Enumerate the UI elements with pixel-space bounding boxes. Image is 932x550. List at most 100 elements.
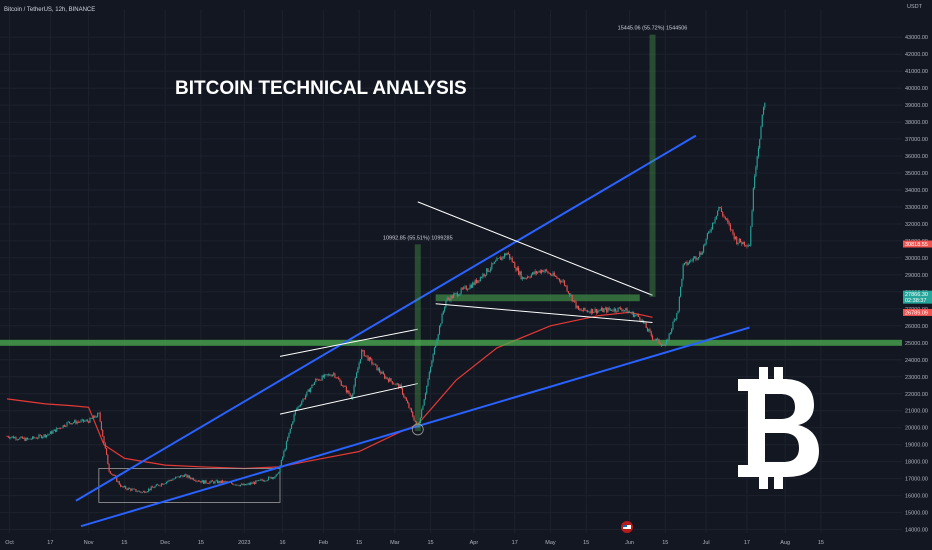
white-trendline: [435, 303, 653, 323]
candle-body: [137, 490, 139, 492]
candle-body: [722, 211, 724, 216]
time-axis[interactable]: Oct 17 Nov 15 Dec 15 2023 16 Feb 15 Mar 15 Apr 17 May 1…: [0, 540, 824, 546]
x-tick-label: Jun: [625, 540, 634, 546]
candle-body: [102, 429, 104, 437]
candle-body: [216, 480, 219, 484]
candle-body: [325, 374, 327, 375]
candle-body: [191, 477, 193, 479]
candle-body: [488, 270, 490, 272]
candle-body: [162, 483, 164, 485]
candle-body: [444, 307, 446, 312]
candle-body: [382, 371, 384, 375]
candle-body: [307, 389, 309, 392]
candle-body: [178, 476, 180, 478]
candle-body: [326, 374, 328, 375]
candle-body: [77, 421, 80, 423]
candle-body: [246, 484, 248, 486]
x-tick-label: May: [545, 540, 556, 546]
candle-body: [516, 267, 518, 271]
candle-body: [710, 229, 712, 232]
candle-body: [344, 385, 346, 387]
candle-body: [24, 437, 26, 441]
candle-body: [607, 307, 609, 313]
candle-body: [453, 294, 455, 298]
candle-body: [247, 483, 249, 485]
candle-body: [10, 437, 12, 439]
candle-body: [615, 308, 617, 312]
candle-body: [211, 480, 213, 482]
candle-body: [255, 480, 257, 484]
candle-body: [208, 483, 210, 484]
candle-body: [602, 307, 604, 312]
candle-body: [650, 331, 652, 336]
candle-body: [317, 379, 319, 381]
candle-body: [604, 308, 606, 310]
candle-body: [251, 482, 253, 484]
y-tick-label: 35000.00: [905, 171, 928, 177]
candle-body: [313, 382, 316, 385]
candle-body: [504, 253, 506, 258]
candle-body: [556, 276, 558, 279]
candle-body: [381, 371, 383, 374]
candle-body: [759, 139, 761, 149]
candle-body: [219, 481, 221, 483]
candle-body: [691, 260, 693, 262]
y-tick-label: 38000.00: [905, 120, 928, 126]
blue-trendline: [75, 134, 697, 502]
candle-body: [421, 409, 423, 418]
y-tick-label: 25000.00: [905, 341, 928, 347]
candle-body: [305, 395, 307, 399]
candle-body: [750, 226, 752, 246]
candle-body: [455, 292, 457, 294]
resistance-box: [435, 294, 640, 302]
candle-body: [401, 388, 404, 395]
candle-body: [148, 488, 150, 492]
candle-body: [135, 489, 137, 492]
candle-body: [107, 454, 109, 465]
candle-body: [705, 238, 707, 244]
candle-body: [681, 278, 683, 287]
x-tick-label: 17: [47, 540, 53, 546]
candle-body: [146, 491, 148, 493]
candle-body: [329, 374, 331, 376]
candle-body: [530, 274, 532, 278]
candle-body: [572, 300, 575, 302]
y-tick-label: 23000.00: [905, 375, 928, 381]
candle-body: [17, 439, 20, 440]
candle-body: [740, 238, 742, 243]
candle-body: [632, 311, 634, 317]
price-label-badge: [903, 290, 932, 304]
candle-body: [268, 476, 270, 480]
candle-body: [660, 344, 663, 346]
candle-body: [334, 373, 336, 378]
candle-body: [662, 345, 664, 346]
candle-body: [580, 309, 582, 311]
candle-body: [121, 486, 123, 487]
candle-body: [90, 418, 92, 419]
bitcoin-logo-icon: [738, 367, 819, 489]
support-zone-band: [0, 339, 902, 346]
candle-body: [98, 412, 100, 414]
candle-body: [595, 309, 597, 314]
candle-body: [39, 434, 41, 436]
price-axis[interactable]: 14000.00 15000.00 16000.00 17000.00 18000.00…: [903, 4, 932, 534]
y-tick-label: 20000.00: [905, 426, 928, 432]
candle-body: [347, 390, 349, 393]
candle-body: [539, 270, 541, 273]
candle-body: [658, 338, 660, 344]
y-tick-label: 14000.00: [905, 528, 928, 534]
y-tick-label: 22000.00: [905, 392, 928, 398]
flag-icon[interactable]: [621, 521, 633, 533]
candle-body: [432, 354, 434, 362]
candle-body: [157, 484, 159, 486]
x-tick-label: Dec: [160, 540, 170, 546]
candle-body: [526, 276, 529, 279]
candle-body: [446, 298, 448, 301]
candle-body: [174, 477, 176, 479]
candle-body: [342, 385, 344, 387]
y-tick-label: 41000.00: [905, 69, 928, 75]
candle-body: [469, 285, 471, 289]
candle-body: [28, 438, 30, 440]
candle-body: [43, 434, 45, 437]
